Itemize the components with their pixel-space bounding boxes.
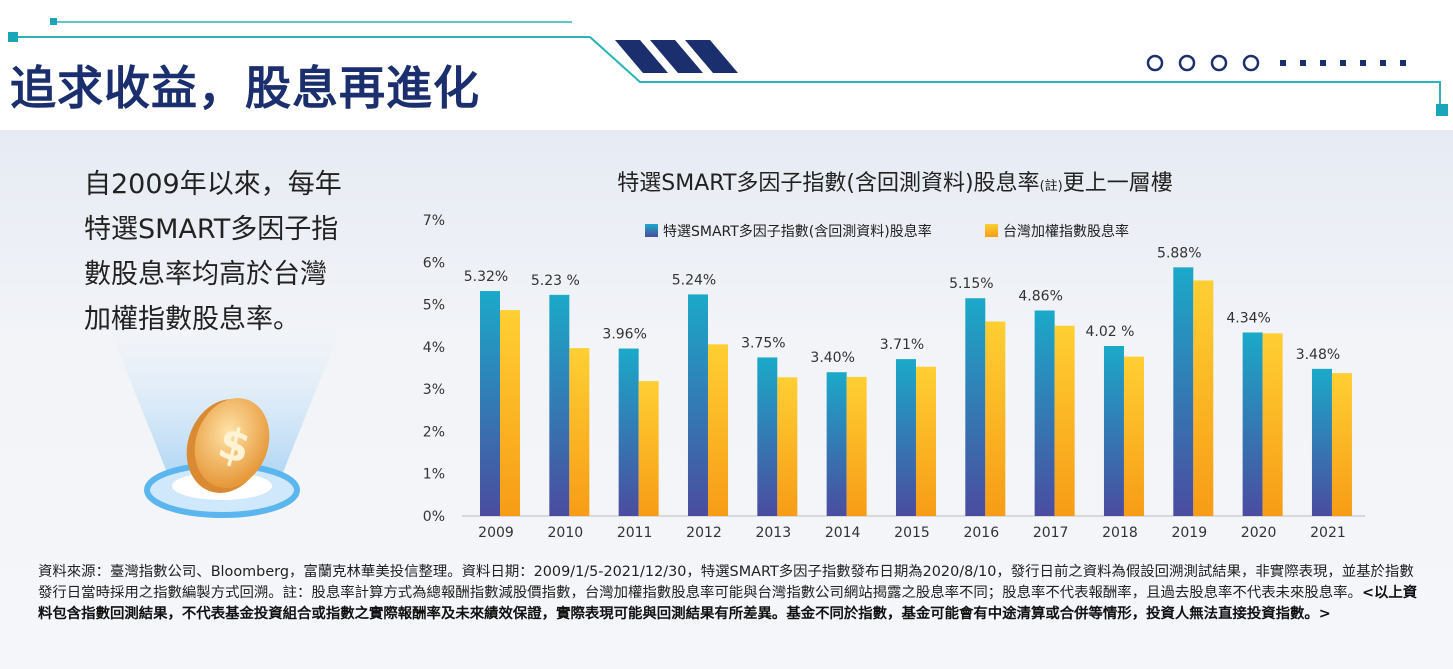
chart-title: 特選SMART多因子指數(含回測資料)股息率(註)更上一層樓 (617, 171, 1172, 196)
legend-label: 台灣加權指數股息率 (1003, 223, 1129, 240)
bar (1173, 267, 1194, 516)
chart-title-suffix: 更上一層樓 (1063, 171, 1173, 196)
bar (1193, 280, 1214, 516)
bar (915, 366, 936, 516)
data-label: 5.88% (1157, 245, 1201, 261)
x-tick-label: 2012 (686, 525, 722, 541)
bar (757, 357, 778, 516)
bar (549, 294, 570, 516)
bar (895, 359, 916, 516)
data-label: 3.96% (602, 327, 646, 343)
y-tick-label: 2% (423, 424, 445, 440)
y-tick-label: 0% (423, 509, 445, 525)
bar (826, 372, 847, 516)
x-tick-label: 2015 (894, 525, 930, 541)
bar (985, 321, 1006, 516)
x-tick-label: 2018 (1102, 525, 1138, 541)
x-tick-label: 2016 (963, 525, 999, 541)
chart-title-main: 特選SMART多因子指數(含回測資料)股息率 (617, 171, 1039, 196)
footnote: 資料來源：臺灣指數公司、Bloomberg，富蘭克林華美投信整理。資料日期：20… (38, 562, 1420, 625)
chart-title-note: (註) (1040, 179, 1063, 194)
bar (618, 348, 639, 516)
data-label: 3.40% (810, 350, 854, 366)
legend-swatch (985, 224, 998, 237)
legend-swatch (645, 224, 658, 237)
data-label: 5.15% (949, 276, 993, 292)
data-label: 3.48% (1296, 347, 1340, 363)
bar (846, 376, 867, 516)
y-tick-label: 4% (423, 340, 445, 356)
y-tick-label: 3% (423, 382, 445, 398)
x-tick-label: 2011 (617, 525, 653, 541)
x-tick-label: 2014 (825, 525, 861, 541)
y-tick-label: 5% (423, 298, 445, 314)
x-tick-label: 2019 (1171, 525, 1207, 541)
bar (1123, 356, 1144, 516)
bar (569, 348, 590, 516)
bar (707, 344, 728, 516)
bar (1054, 325, 1075, 516)
data-label: 5.32% (464, 269, 508, 285)
bar (1331, 373, 1352, 516)
data-label: 4.86% (1018, 288, 1062, 304)
intro-line: 數股息率均高於台灣 (84, 259, 327, 290)
bar (687, 294, 708, 516)
bar (777, 377, 798, 516)
data-label: 5.24% (672, 272, 716, 288)
bar (965, 298, 986, 516)
bar (1034, 310, 1055, 516)
page-title: 追求收益，股息再進化 (10, 61, 480, 115)
intro-text: 自2009年以來，每年 特選SMART多因子指 數股息率均高於台灣 加權指數股息… (84, 162, 342, 342)
footnote-source: 資料來源：臺灣指數公司、Bloomberg，富蘭克林華美投信整理。資料日期：20… (38, 564, 1414, 601)
y-tick-label: 1% (423, 467, 445, 483)
bar (1262, 333, 1283, 516)
intro-line: 特選SMART多因子指 (84, 214, 339, 245)
footnote-disclaimer: <以上資料包含指數回測結果，不代表基金投資組合或指數之實際報酬率及未來績效保證，… (38, 585, 1418, 622)
data-label: 3.75% (741, 335, 785, 351)
x-tick-label: 2009 (478, 525, 514, 541)
data-label: 4.34% (1226, 310, 1270, 326)
x-tick-label: 2013 (755, 525, 791, 541)
y-tick-label: 6% (423, 255, 445, 271)
data-label: 3.71% (880, 337, 924, 353)
coin-illustration: $ (110, 330, 340, 518)
x-tick-label: 2017 (1033, 525, 1069, 541)
data-label: 4.02 % (1086, 324, 1135, 340)
bar (1103, 346, 1124, 516)
intro-line: 自2009年以來，每年 (84, 169, 342, 200)
x-tick-label: 2010 (548, 525, 584, 541)
x-tick-label: 2021 (1310, 525, 1346, 541)
intro-line: 加權指數股息率。 (84, 304, 300, 335)
y-tick-label: 7% (423, 213, 445, 229)
legend-label: 特選SMART多因子指數(含回測資料)股息率 (663, 223, 932, 240)
bar (500, 310, 520, 516)
bar (638, 381, 659, 516)
bar (480, 291, 500, 516)
header-decoration (8, 18, 1448, 116)
bar (1242, 332, 1263, 516)
x-tick-label: 2020 (1241, 525, 1277, 541)
bar (1311, 368, 1332, 516)
data-label: 5.23 % (531, 273, 580, 289)
